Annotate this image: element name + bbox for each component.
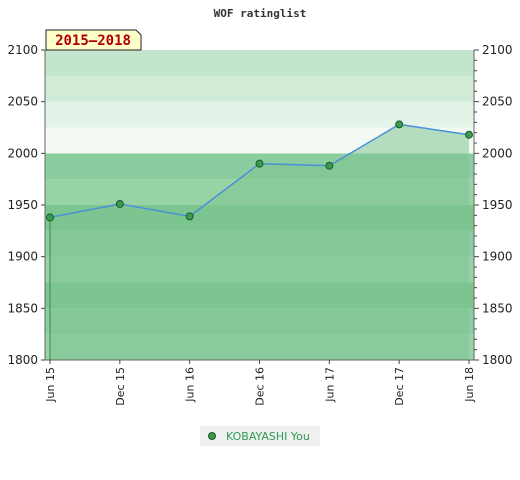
y-tick-label-left: 1950 (7, 198, 38, 212)
period-badge-box (45, 29, 142, 51)
rating-area (50, 124, 469, 361)
y-tick-label-left: 2000 (7, 146, 38, 160)
y-tick-label-left: 1850 (7, 301, 38, 315)
rating-point[interactable] (115, 199, 124, 208)
legend[interactable]: KOBAYASHI You (200, 426, 320, 446)
rating-point[interactable] (325, 161, 334, 170)
rating-point[interactable] (255, 159, 264, 168)
y-axis-right-labels: 1800 1850 1900 1950 2000 2050 2100 (482, 43, 513, 367)
legend-marker-icon (208, 432, 216, 440)
y-tick-label-left: 2100 (7, 43, 38, 57)
y-tick-label-left: 1800 (7, 353, 38, 367)
rating-point[interactable] (395, 120, 404, 129)
x-tick-label: Jun 17 (323, 367, 336, 403)
y-tick-label-right: 2050 (482, 95, 513, 109)
background-band (45, 50, 474, 76)
rating-area-layer (49, 124, 469, 361)
y-tick-label-left: 1900 (7, 250, 38, 264)
background-band (45, 101, 474, 128)
legend-box (200, 426, 320, 446)
x-tick-label: Dec 17 (393, 367, 406, 406)
y-axis-left-labels: 1800 1850 1900 1950 2000 2050 2100 (7, 43, 38, 367)
y-tick-label-right: 1900 (482, 250, 513, 264)
y-tick-label-right: 1850 (482, 301, 513, 315)
period-badge: 2015–2018 (45, 29, 142, 51)
y-tick-label-right: 2100 (482, 43, 513, 57)
period-badge-text: 2015–2018 (55, 33, 131, 49)
rating-point[interactable] (465, 130, 473, 139)
background-band (45, 75, 474, 102)
x-tick-label: Dec 15 (114, 367, 127, 406)
rating-points-layer (46, 120, 473, 222)
legend-series-name: KOBAYASHI You (226, 430, 310, 443)
x-tick-label: Jun 15 (44, 367, 57, 403)
rating-point[interactable] (46, 213, 54, 222)
y-tick-label-left: 2050 (7, 95, 38, 109)
axes (41, 49, 479, 364)
x-axis-labels: Jun 15 Dec 15 Jun 16 Dec 16 Jun 17 Dec 17 Jun … (44, 367, 476, 406)
y-tick-label-right: 1800 (482, 353, 513, 367)
x-tick-label: Dec 16 (254, 367, 267, 406)
x-tick-label: Jun 16 (184, 367, 197, 403)
y-tick-label-right: 2000 (482, 146, 513, 160)
rating-point[interactable] (185, 212, 194, 221)
chart-title: WOF ratinglist (214, 7, 307, 20)
x-tick-label: Jun 18 (463, 367, 476, 403)
y-tick-label-right: 1950 (482, 198, 513, 212)
